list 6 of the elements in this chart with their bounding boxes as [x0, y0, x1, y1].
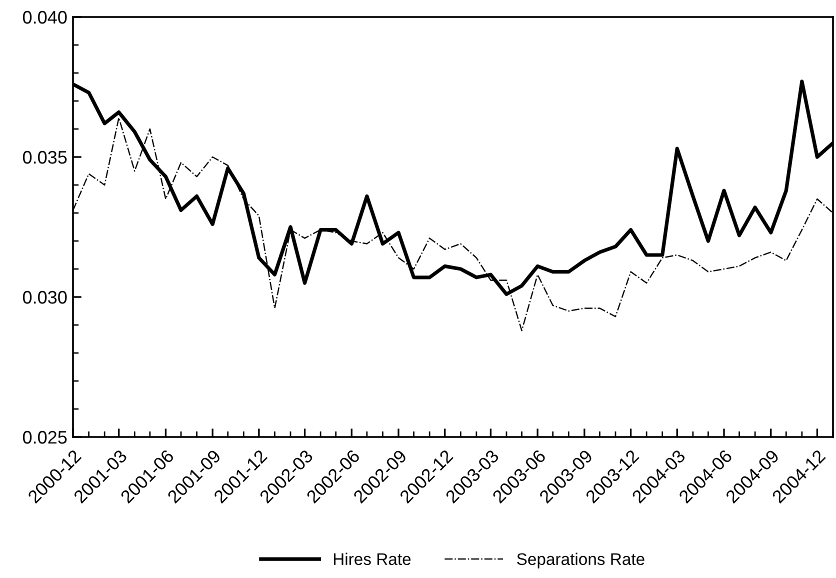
y-tick-label: 0.035: [22, 150, 67, 164]
legend-label: Separations Rate: [517, 552, 644, 568]
y-tick-label: 0.040: [22, 10, 67, 24]
y-tick-label: 0.025: [22, 430, 67, 444]
y-tick-label: 0.030: [22, 290, 67, 304]
legend-label: Hires Rate: [334, 552, 411, 566]
